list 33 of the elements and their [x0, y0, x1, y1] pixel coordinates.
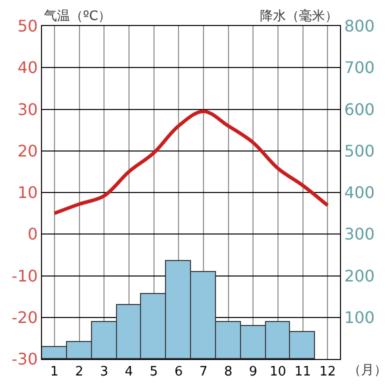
- y2-tick-label: 700: [344, 58, 375, 78]
- y-tick-label: 0: [28, 224, 38, 244]
- y2-tick-label: 500: [344, 141, 375, 160]
- x-tick-label: 11: [294, 364, 312, 380]
- x-tick-label: 5: [150, 364, 158, 380]
- y2-tick-label: 100: [344, 308, 375, 327]
- x-tick-label: 2: [75, 364, 84, 380]
- line-series: [52, 110, 330, 216]
- y2-tick-label: 800: [344, 16, 375, 36]
- y2-tick-label: 600: [344, 100, 375, 119]
- y2-tick-label: 400: [344, 183, 375, 202]
- y2-tick-label: 300: [344, 224, 375, 244]
- y-tick-label: 10: [17, 183, 38, 202]
- y-tick-label: -20: [12, 308, 38, 327]
- y-tick-label: -30: [12, 350, 38, 369]
- y-tick-label: 50: [17, 16, 38, 36]
- x-tick-label: 1: [50, 364, 59, 380]
- x-tick-label: 3: [100, 364, 108, 380]
- x-tick-label: 12: [319, 364, 336, 380]
- y-axis-title: 气温（ºC）: [44, 9, 112, 24]
- x-tick-label: 8: [224, 364, 232, 380]
- y-tick-label: 30: [17, 100, 38, 119]
- x-tick-label: 6: [174, 364, 183, 380]
- y-tick-label: -10: [12, 266, 38, 286]
- x-axis-title: （月）: [348, 363, 387, 378]
- y-tick-label: 20: [17, 141, 38, 160]
- x-tick-label: 7: [199, 364, 208, 380]
- x-tick-label: 9: [248, 364, 258, 380]
- x-tick-label: 10: [270, 364, 286, 380]
- y-tick-label: 40: [17, 58, 38, 78]
- y2-tick-label: 200: [344, 266, 375, 286]
- x-tick-label: 4: [124, 364, 134, 380]
- y2-axis-title: 降水（毫米）: [260, 8, 338, 24]
